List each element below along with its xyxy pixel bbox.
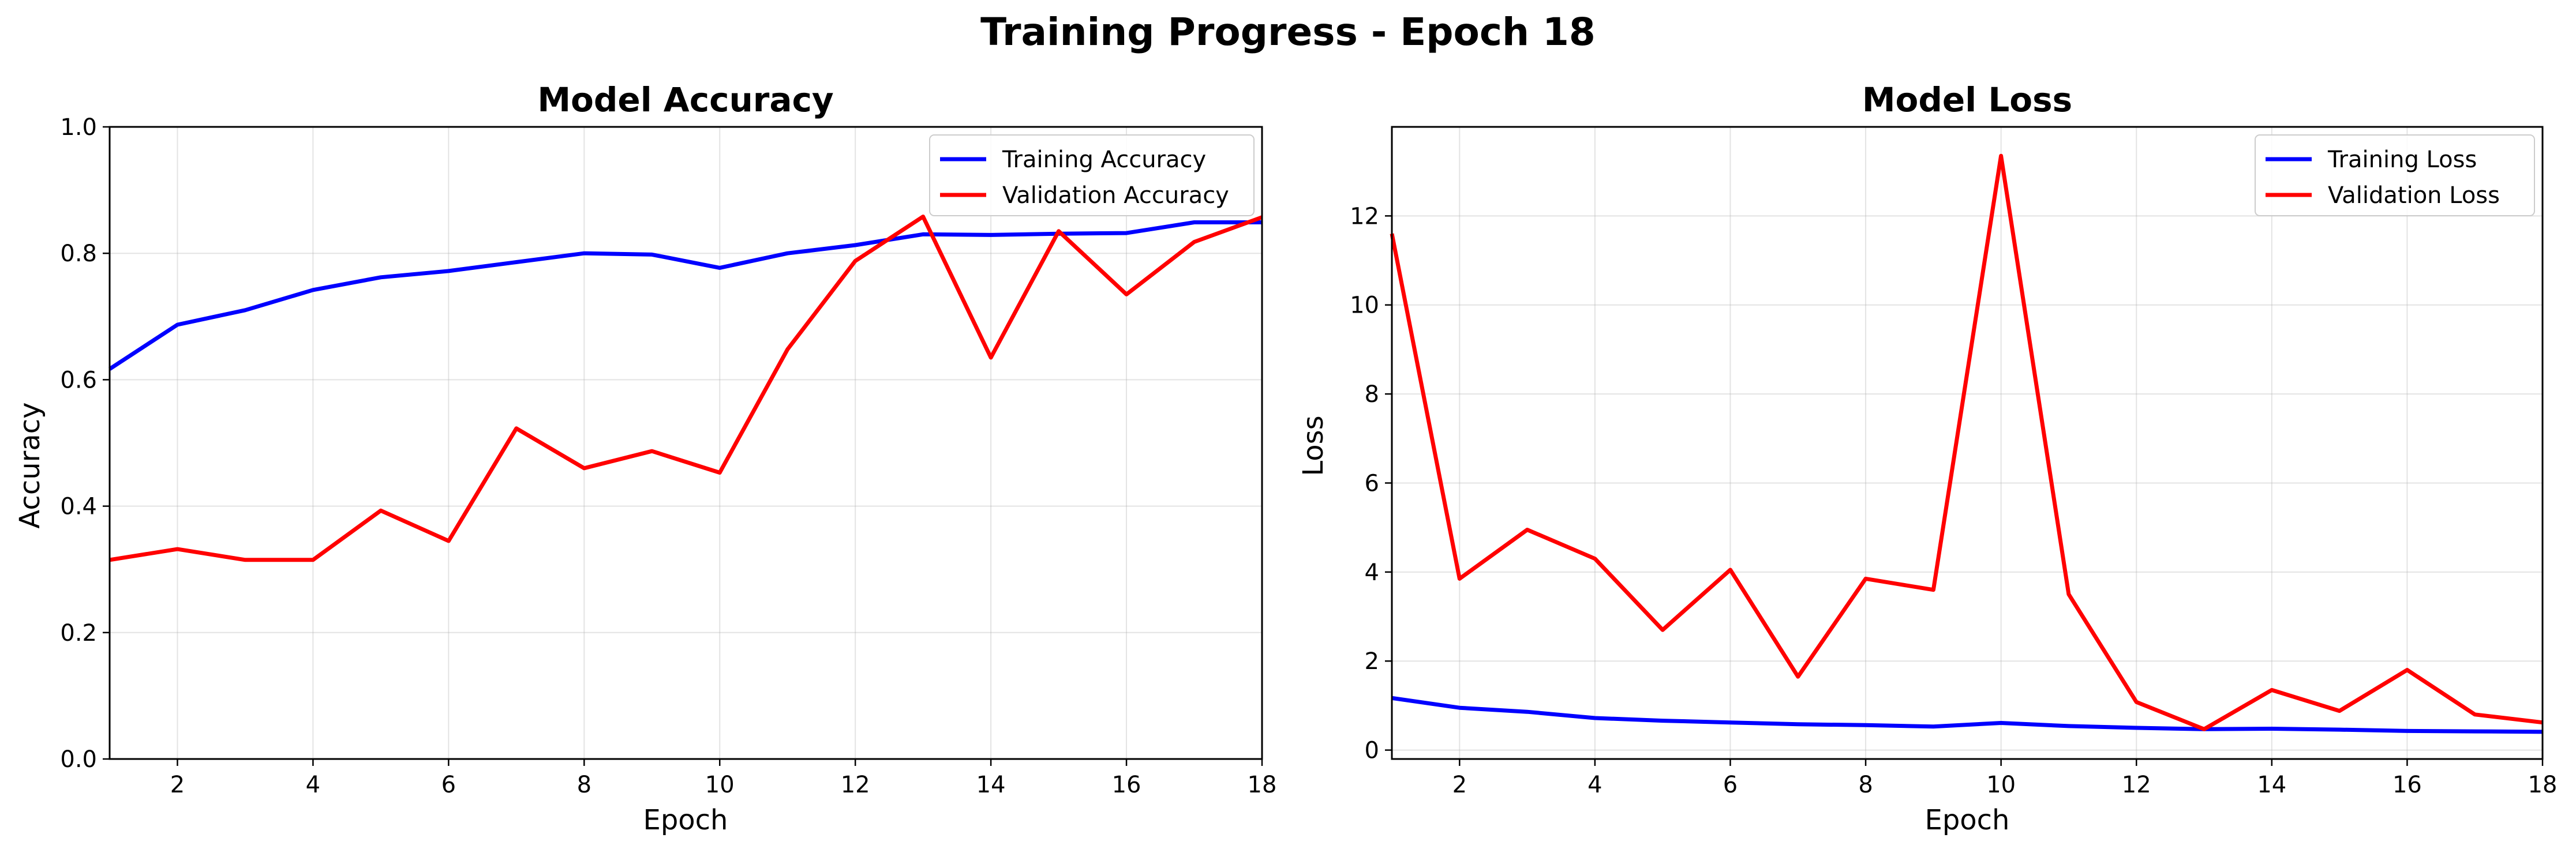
x-tick-label: 10 [1986, 772, 2016, 798]
y-tick-label: 6 [1365, 470, 1379, 497]
loss-x-axis-label: Epoch [1925, 804, 2010, 836]
loss-y-axis-label: Loss [1297, 415, 1330, 476]
x-tick-label: 18 [1248, 772, 1277, 798]
loss-chart-title: Model Loss [1862, 80, 2072, 119]
x-tick-label: 4 [306, 772, 320, 798]
x-tick-label: 4 [1587, 772, 1602, 798]
y-tick-label: 10 [1350, 292, 1379, 319]
x-tick-label: 2 [170, 772, 185, 798]
validation-accuracy-line [109, 215, 1263, 562]
legend-label-training-accuracy: Training Accuracy [1002, 146, 1206, 173]
x-tick-label: 12 [841, 772, 870, 798]
loss-plot-frame [1391, 126, 2544, 760]
loss-legend: Training Loss Validation Loss [2255, 134, 2535, 216]
y-tick-label: 8 [1365, 381, 1379, 408]
x-tick-label: 14 [2257, 772, 2286, 798]
y-tick-label: 2 [1365, 648, 1379, 675]
training-loss-line [1391, 696, 2543, 734]
x-tick-label: 14 [976, 772, 1006, 798]
x-tick-label: 2 [1452, 772, 1467, 798]
loss-panel: Model Loss Epoch Loss 2 4 6 8 10 12 14 16 18 0 2 4 6… [1297, 80, 2557, 836]
accuracy-legend: Training Accuracy Validation Accuracy [929, 134, 1255, 216]
figure-title: Training Progress - Epoch 18 [980, 10, 1596, 54]
legend-label-training-loss: Training Loss [2327, 146, 2477, 173]
accuracy-ticks: 2 4 6 8 10 12 14 16 18 0.0 0.2 0.4 0.6 0.8 1.0 [60, 114, 1276, 798]
accuracy-x-axis-label: Epoch [643, 804, 728, 836]
accuracy-series [108, 215, 1263, 562]
x-tick-label: 6 [441, 772, 456, 798]
accuracy-plot-frame [108, 126, 1263, 760]
y-tick-label: 0.8 [60, 241, 97, 267]
x-tick-label: 8 [577, 772, 591, 798]
y-tick-label: 0.4 [60, 494, 97, 520]
legend-box [2255, 134, 2535, 216]
y-tick-label: 0.2 [60, 620, 97, 647]
accuracy-panel: Model Accuracy Epoch Accuracy 2 4 6 8 10 12 14… [14, 80, 1276, 836]
x-tick-label: 16 [2392, 772, 2422, 798]
y-tick-label: 0.0 [60, 746, 97, 773]
legend-box [929, 134, 1255, 216]
accuracy-chart-title: Model Accuracy [537, 80, 833, 119]
legend-label-validation-loss: Validation Loss [2328, 182, 2500, 209]
training-accuracy-line [108, 220, 1262, 371]
x-tick-label: 6 [1723, 772, 1738, 798]
loss-series [1390, 153, 2543, 734]
x-tick-label: 10 [705, 772, 735, 798]
legend-label-validation-accuracy: Validation Accuracy [1002, 182, 1229, 209]
loss-ticks: 2 4 6 8 10 12 14 16 18 0 2 4 6 8 10 12 [1350, 203, 2557, 798]
y-tick-label: 1.0 [60, 114, 97, 141]
x-tick-label: 18 [2528, 772, 2558, 798]
x-tick-label: 16 [1112, 772, 1141, 798]
x-tick-label: 8 [1858, 772, 1873, 798]
x-tick-label: 12 [2122, 772, 2151, 798]
y-tick-label: 12 [1350, 203, 1379, 230]
y-tick-label: 0 [1365, 738, 1379, 764]
y-tick-label: 4 [1365, 559, 1379, 586]
accuracy-y-axis-label: Accuracy [14, 402, 46, 528]
y-tick-label: 0.6 [60, 367, 97, 393]
validation-loss-line [1390, 153, 2543, 731]
